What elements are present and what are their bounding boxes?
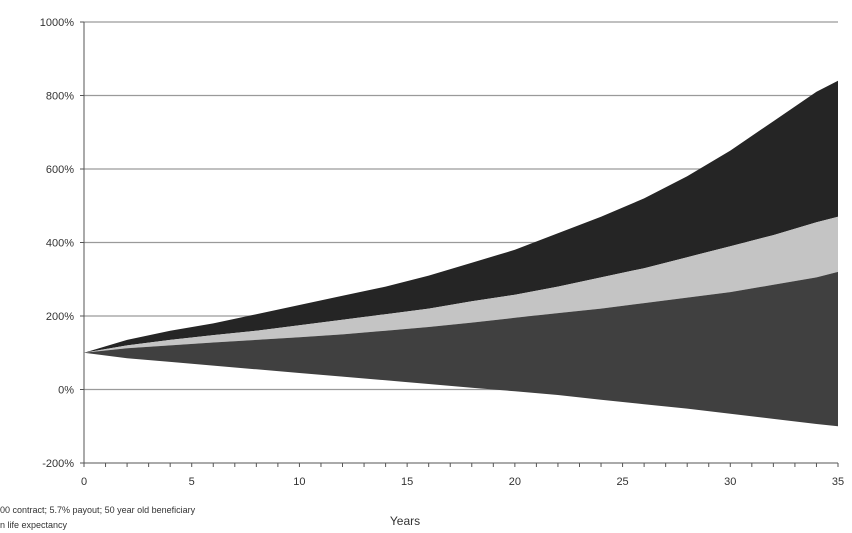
footnote-line-2: n life expectancy <box>0 520 68 530</box>
x-tick-label-4: 20 <box>509 476 521 488</box>
y-axis-ticks: -200% 0% 200% 400% 600% 800% 1000% <box>40 17 84 470</box>
y-tick-label-4: 600% <box>46 164 74 176</box>
footnote-line-1: 00 contract; 5.7% payout; 50 year old be… <box>0 505 196 515</box>
y-tick-label-3: 400% <box>46 238 74 250</box>
y-tick-label-5: 800% <box>46 91 74 103</box>
area-bands <box>84 80 838 427</box>
area-band-0 <box>84 80 838 353</box>
x-axis-title: Years <box>390 514 420 528</box>
area-band-1 <box>84 216 838 353</box>
x-tick-label-5: 25 <box>616 476 628 488</box>
y-tick-label-6: 1000% <box>40 17 74 29</box>
y-tick-label-1: 0% <box>58 385 74 397</box>
y-tick-label-0: -200% <box>42 458 74 470</box>
y-tick-label-2: 200% <box>46 311 74 323</box>
x-tick-label-7: 35 <box>832 476 844 488</box>
x-axis-ticks: 0 5 10 15 20 25 30 35 <box>81 463 844 488</box>
area-band-2 <box>84 271 838 427</box>
x-tick-label-2: 10 <box>293 476 305 488</box>
x-tick-label-6: 30 <box>724 476 736 488</box>
x-tick-label-3: 15 <box>401 476 413 488</box>
x-tick-label-0: 0 <box>81 476 87 488</box>
x-tick-label-1: 5 <box>189 476 195 488</box>
